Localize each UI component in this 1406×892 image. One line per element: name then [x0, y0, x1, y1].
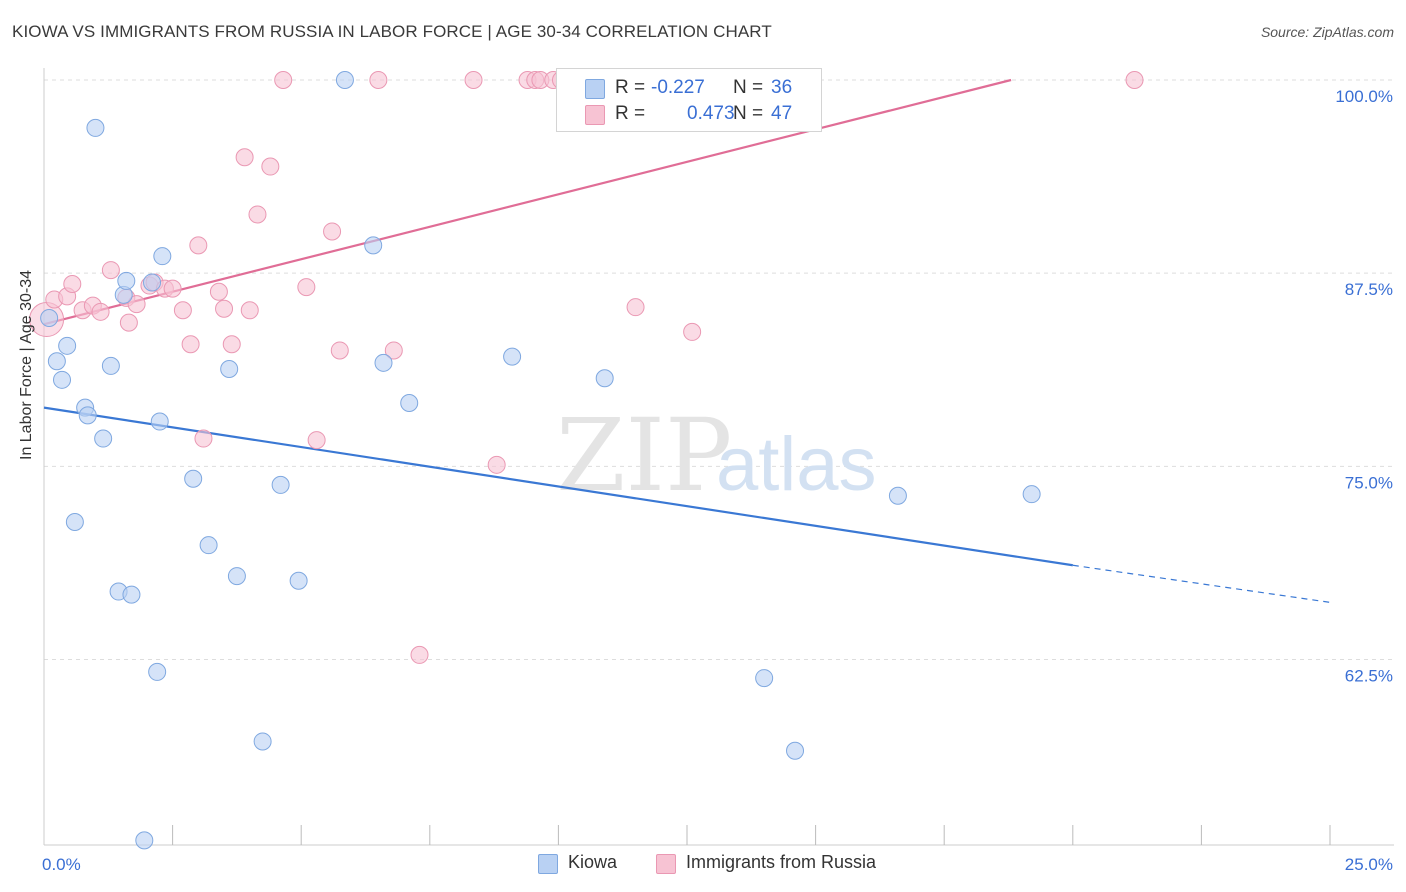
chart-title: KIOWA VS IMMIGRANTS FROM RUSSIA IN LABOR…: [12, 22, 772, 41]
kiowa-point-7: [86, 118, 105, 137]
russia-point-25: [261, 157, 280, 176]
y-tick-label-2: 75.0%: [1345, 473, 1393, 492]
kiowa-point-4: [65, 513, 84, 531]
russia-point-22: [235, 148, 254, 167]
kiowa-point-15: [143, 273, 162, 292]
kiowa-point-35: [1022, 485, 1041, 504]
kiowa-trend-extension: [1072, 564, 1331, 603]
kiowa-point-21: [220, 360, 239, 378]
russia-point-9: [119, 313, 138, 332]
y-tick-label-3: 62.5%: [1345, 667, 1393, 686]
kiowa-point-16: [148, 662, 167, 681]
kiowa-r-label: R =: [615, 77, 646, 98]
source-label: Source: ZipAtlas.com: [1260, 24, 1394, 40]
x-tick-label-1: 25.0%: [1345, 855, 1393, 874]
bottom-russia-label: Immigrants from Russia: [686, 852, 877, 872]
russia-point-16: [181, 335, 200, 354]
russia-point-42: [626, 298, 645, 317]
russia-point-30: [330, 341, 349, 360]
russia-point-7: [101, 261, 120, 280]
kiowa-point-1: [47, 352, 66, 371]
kiowa-point-22: [227, 567, 246, 586]
tick-labels: 100.0% 87.5% 75.0% 62.5% 0.0% 25.0%: [42, 87, 1393, 874]
kiowa-point-9: [101, 356, 120, 375]
kiowa-swatch: [585, 79, 605, 99]
kiowa-point-33: [786, 741, 805, 760]
bottom-russia-swatch: [656, 854, 676, 874]
kiowa-point-34: [888, 486, 907, 505]
kiowa-point-8: [94, 429, 113, 448]
kiowa-point-6: [78, 406, 97, 425]
russia-n-label: N =: [733, 103, 764, 124]
russia-point-14: [163, 279, 182, 298]
kiowa-point-31: [595, 369, 614, 388]
russia-point-31: [369, 71, 388, 89]
kiowa-point-13: [122, 585, 141, 604]
kiowa-point-0: [40, 309, 59, 327]
kiowa-point-14: [135, 831, 154, 850]
russia-point-33: [410, 645, 429, 664]
kiowa-point-28: [374, 353, 393, 372]
russia-point-17: [189, 236, 208, 255]
russia-point-21: [222, 335, 241, 354]
kiowa-n-label: N =: [733, 77, 764, 98]
watermark-zip: ZIP: [556, 397, 732, 514]
kiowa-point-20: [199, 536, 218, 555]
y-axis-label: In Labor Force | Age 30-34: [18, 269, 35, 460]
russia-point-29: [323, 222, 342, 241]
kiowa-point-27: [364, 236, 383, 255]
russia-point-27: [297, 278, 316, 297]
watermark: ZIP atlas: [556, 397, 877, 514]
kiowa-point-32: [755, 669, 774, 688]
kiowa-point-12: [117, 271, 136, 290]
russia-point-6: [91, 302, 110, 321]
russia-point-20: [215, 299, 234, 318]
x-tick-label-0: 0.0%: [42, 855, 81, 874]
kiowa-point-3: [58, 336, 77, 355]
kiowa-n-value: 36: [771, 77, 793, 98]
russia-r-label: R =: [615, 103, 646, 124]
russia-point-46: [1125, 71, 1144, 89]
y-tick-label-1: 87.5%: [1345, 280, 1393, 299]
russia-point-24: [248, 205, 267, 224]
russia-point-18: [194, 429, 213, 448]
bottom-kiowa-label: Kiowa: [568, 852, 618, 872]
kiowa-point-26: [335, 71, 354, 89]
russia-point-45: [683, 322, 702, 341]
russia-point-28: [307, 431, 326, 450]
russia-r-value: 0.473: [687, 103, 735, 124]
stats-legend: R = -0.227 N = 36 R = 0.473 N = 47: [556, 68, 822, 132]
russia-n-value: 47: [771, 103, 793, 124]
y-tick-label-0: 100.0%: [1335, 87, 1393, 106]
kiowa-point-17: [150, 412, 169, 431]
axes: [43, 68, 1394, 846]
russia-point-32: [384, 341, 403, 360]
kiowa-point-30: [503, 347, 522, 366]
kiowa-r-value: -0.227: [651, 77, 705, 98]
kiowa-point-25: [289, 571, 308, 590]
kiowa-point-29: [400, 394, 419, 412]
russia-point-3: [63, 275, 82, 293]
bottom-kiowa-swatch: [538, 854, 558, 874]
russia-point-35: [487, 455, 506, 474]
russia-point-23: [240, 301, 259, 320]
kiowa-point-2: [53, 370, 72, 389]
russia-swatch: [585, 105, 605, 125]
trend-lines: [43, 78, 1331, 603]
watermark-atlas: atlas: [716, 422, 877, 507]
russia-point-10: [127, 295, 146, 314]
russia-point-34: [464, 71, 483, 89]
russia-point-15: [173, 301, 192, 320]
kiowa-point-18: [153, 247, 172, 266]
russia-point-19: [209, 282, 228, 301]
russia-trend-line: [43, 78, 1012, 326]
kiowa-point-19: [184, 469, 203, 488]
kiowa-trend-line: [43, 406, 1073, 567]
kiowa-point-24: [271, 475, 290, 494]
grid: [44, 79, 1394, 661]
kiowa-point-23: [253, 732, 272, 751]
russia-point-26: [274, 71, 293, 89]
